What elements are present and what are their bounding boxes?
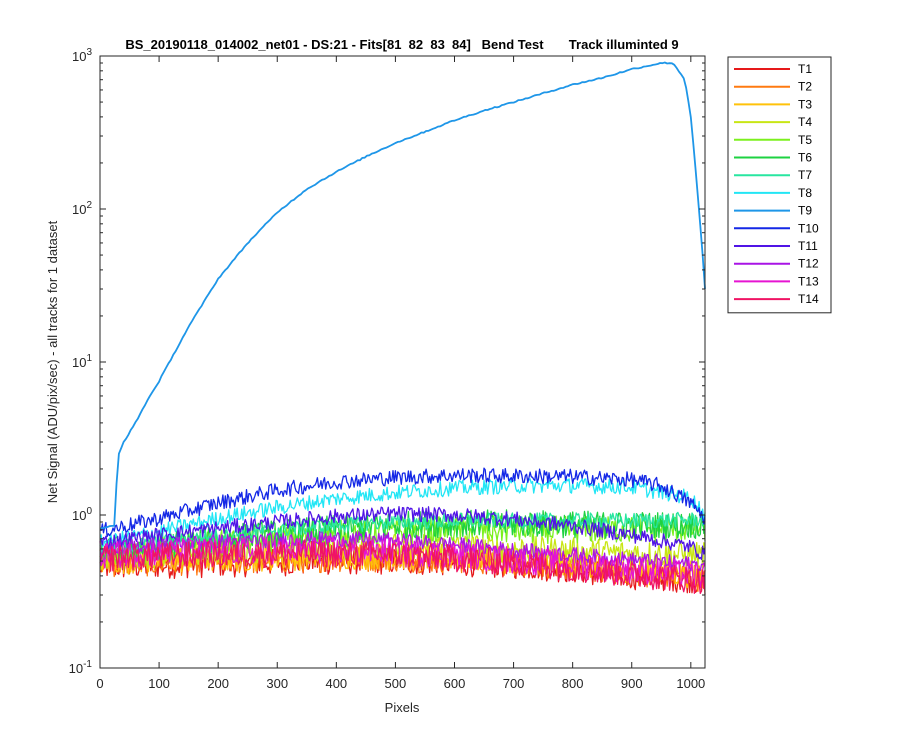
chart-title: BS_20190118_014002_net01 - DS:21 - Fits[…	[125, 37, 678, 52]
series-line-t10	[99, 467, 706, 538]
legend-label-t6: T6	[798, 151, 812, 165]
x-tick-label: 700	[503, 676, 525, 691]
series-line-t9	[99, 61, 706, 530]
legend-label-t7: T7	[798, 168, 812, 182]
y-tick-label: 101	[72, 353, 92, 370]
x-tick-label: 1000	[676, 676, 705, 691]
x-tick-label: 800	[562, 676, 584, 691]
series-line-t14	[99, 539, 706, 595]
series-layer	[99, 61, 706, 595]
axes-layer: 0 100 200 300 400 500 600 700 800 900 1000 10-1 100 1…	[69, 47, 706, 691]
legend-label-t4: T4	[798, 115, 812, 129]
y-tick-label: 103	[72, 47, 92, 64]
x-axis-label: Pixels	[385, 700, 420, 715]
legend-label-t9: T9	[798, 204, 812, 218]
legend-label-t1: T1	[798, 62, 812, 76]
legend-label-t10: T10	[798, 221, 819, 235]
x-tick-label: 900	[621, 676, 643, 691]
x-tick-label: 0	[96, 676, 103, 691]
x-tick-label: 500	[385, 676, 407, 691]
y-tick-label: 10-1	[69, 659, 93, 676]
series-line-t7	[99, 511, 706, 554]
x-tick-label: 600	[444, 676, 466, 691]
legend-label-t8: T8	[798, 186, 812, 200]
series-line-t11	[100, 506, 706, 561]
y-tick-label: 102	[72, 200, 92, 217]
legend-label-t11: T11	[798, 239, 818, 253]
legend-label-t12: T12	[798, 257, 819, 271]
legend-label-t5: T5	[798, 133, 812, 147]
legend-label-t13: T13	[798, 274, 819, 288]
x-tick-label: 300	[266, 676, 288, 691]
x-tick-label: 200	[207, 676, 229, 691]
legend-box	[727, 56, 832, 314]
legend-label-t14: T14	[798, 292, 819, 306]
legend: T1 T2 T3 T4 T5 T6 T7 T8 T9 T10 T11 T12 T13 T14	[727, 56, 832, 314]
x-tick-label: 400	[325, 676, 347, 691]
x-tick-label: 100	[148, 676, 170, 691]
legend-label-t2: T2	[798, 80, 812, 94]
series-line-t12	[99, 530, 706, 574]
y-tick-label: 100	[72, 506, 92, 523]
y-axis-label: Net Signal (ADU/pix/sec) - all tracks fo…	[45, 220, 60, 503]
legend-label-t3: T3	[798, 97, 812, 111]
